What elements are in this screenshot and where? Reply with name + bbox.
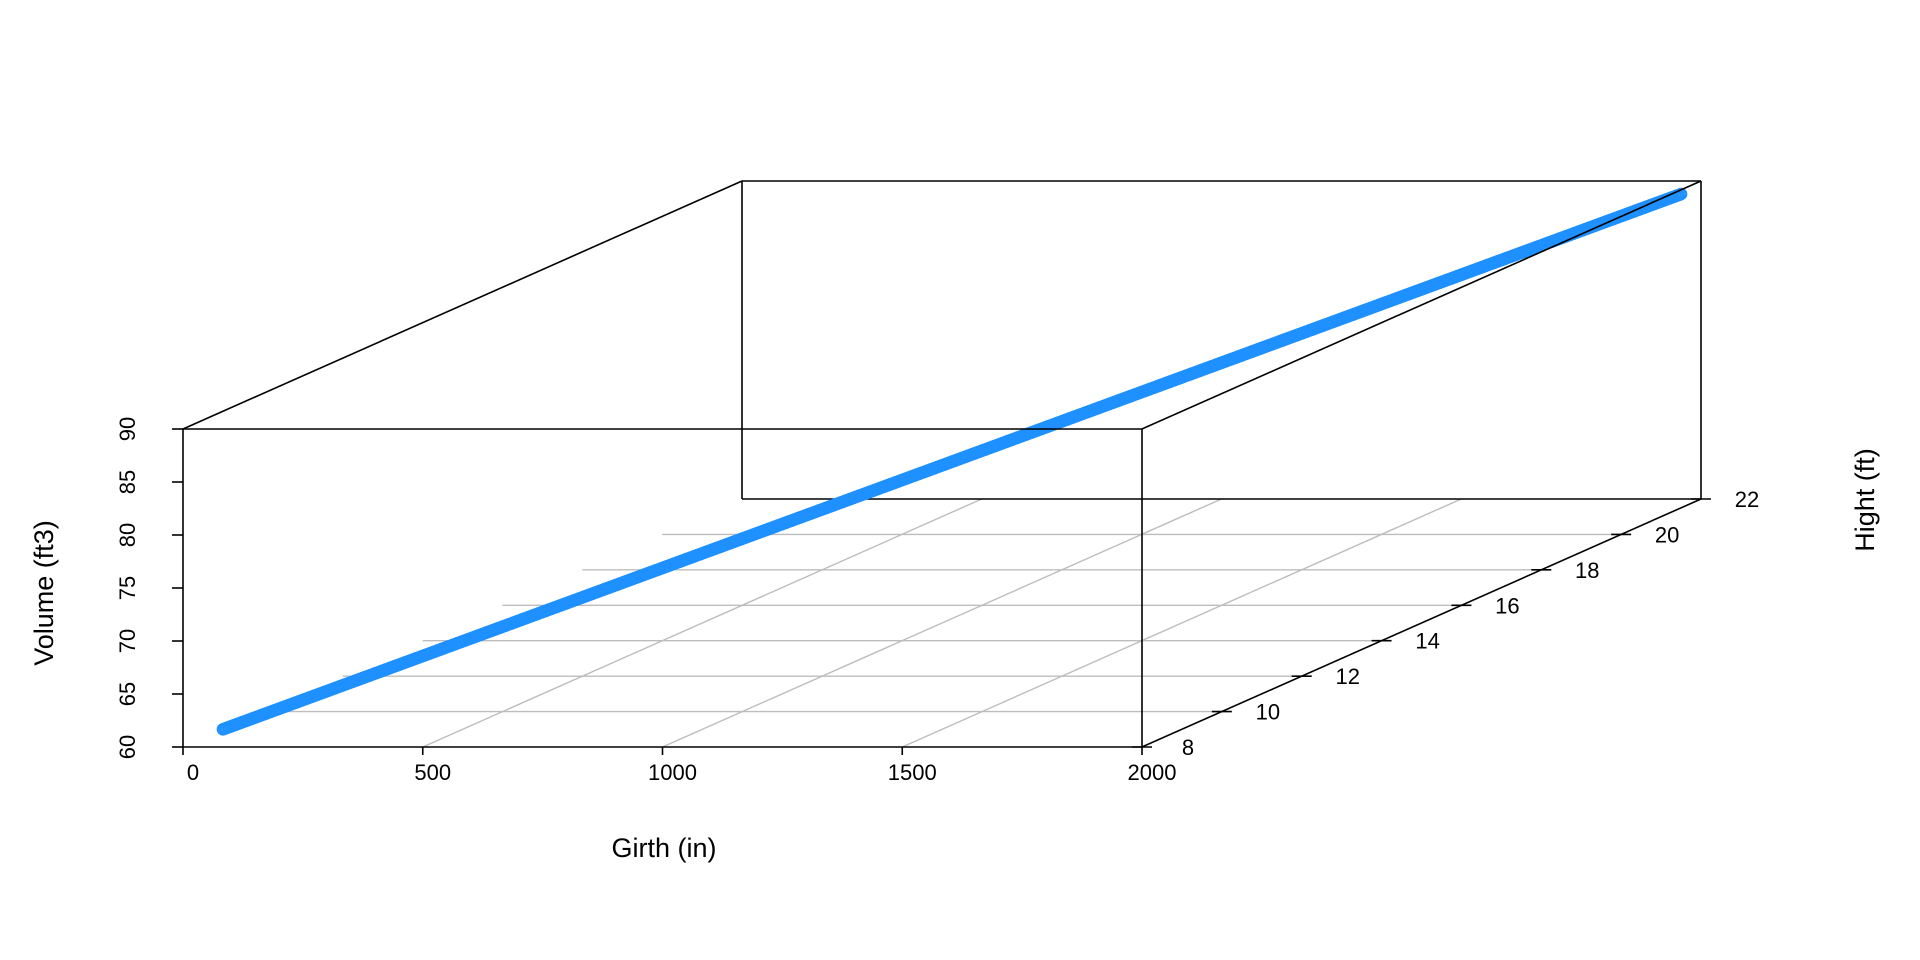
grid-line-x (901, 498, 1462, 748)
data-points (216, 187, 1688, 736)
x-tick-label: 1000 (648, 760, 697, 785)
x-tick-label: 500 (414, 760, 451, 785)
floor-grid (262, 498, 1622, 748)
z-tick-label: 80 (115, 523, 140, 547)
y-axis-label: Hight (ft) (1850, 448, 1880, 552)
y-tick-label: 18 (1575, 558, 1599, 583)
data-point (1674, 187, 1688, 201)
z-tick-label: 65 (115, 682, 140, 706)
y-tick-label: 22 (1735, 487, 1759, 512)
z-tick-label: 75 (115, 576, 140, 600)
grid-line-x (662, 498, 1222, 748)
z-tick-label: 70 (115, 629, 140, 653)
y-tick-label: 16 (1495, 593, 1519, 618)
x-tick-label: 1500 (888, 760, 937, 785)
y-tick-label: 14 (1415, 629, 1439, 654)
z-tick-label: 85 (115, 470, 140, 494)
z-axis-label: Volume (ft3) (29, 520, 59, 666)
x-tick-label: 0 (187, 760, 199, 785)
box-edge (182, 180, 743, 430)
y-tick-label: 20 (1655, 522, 1679, 547)
y-tick-label: 8 (1182, 735, 1194, 760)
box-front-edges (182, 180, 1702, 748)
axis-ticks: 0 500 1000 1500 2000 60 65 70 75 80 85 90 8 10 12 14 16 1… (115, 417, 1759, 785)
x-axis-label: Girth (in) (611, 833, 716, 863)
y-tick-label: 12 (1335, 664, 1359, 689)
x-tick-label: 2000 (1128, 760, 1177, 785)
box-edge (1141, 180, 1702, 430)
y-tick-label: 10 (1256, 700, 1280, 725)
z-tick-label: 90 (115, 417, 140, 441)
box-back-edges (741, 180, 1702, 500)
box-edge (1141, 498, 1702, 748)
z-tick-label: 60 (115, 735, 140, 759)
grid-line-x (422, 498, 983, 748)
